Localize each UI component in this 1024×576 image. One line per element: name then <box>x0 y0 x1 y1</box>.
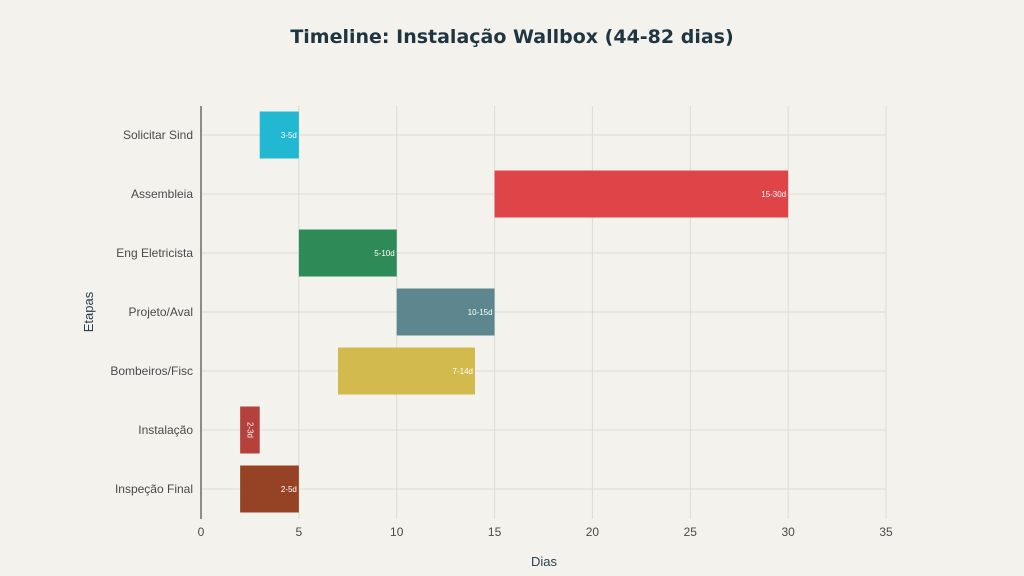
y-tick-label: Eng Eletricista <box>116 246 193 260</box>
bar-label: 7-14d <box>453 367 473 376</box>
bar <box>240 465 299 513</box>
y-tick-label: Solicitar Sind <box>123 128 193 142</box>
bar <box>396 288 495 336</box>
y-tick-labels: Solicitar Sind Assembleia Eng Eletricista P… <box>110 128 193 496</box>
y-tick-label: Bombeiros/Fisc <box>110 364 193 378</box>
bar-label: 2-3d <box>245 422 254 438</box>
x-tick-labels: 0 5 10 15 20 25 30 35 <box>198 525 893 539</box>
x-tick-label: 25 <box>684 525 698 539</box>
y-tick-label: Inspeção Final <box>115 482 193 496</box>
bar <box>240 406 260 454</box>
bar-label: 2-5d <box>281 485 297 494</box>
bars: 3-5d 15-30d 5-10d 10-15d 7-14d 2-3d 2-5d <box>240 111 789 513</box>
bar-label: 5-10d <box>374 249 394 258</box>
bar <box>298 229 397 277</box>
y-tick-label: Projeto/Aval <box>129 305 193 319</box>
bar <box>338 347 475 395</box>
bar-label: 10-15d <box>468 308 493 317</box>
bar-label: 3-5d <box>281 131 297 140</box>
y-axis-label: Etapas <box>81 291 96 332</box>
x-tick-label: 30 <box>781 525 795 539</box>
bar <box>259 111 299 159</box>
x-tick-label: 10 <box>390 525 404 539</box>
x-tick-label: 20 <box>586 525 600 539</box>
bar <box>494 170 789 218</box>
y-tick-label: Instalação <box>138 423 193 437</box>
x-tick-label: 15 <box>488 525 502 539</box>
x-tick-label: 0 <box>198 525 205 539</box>
x-axis-label: Dias <box>531 554 558 569</box>
x-tick-label: 35 <box>879 525 893 539</box>
grid <box>200 106 887 519</box>
x-tick-label: 5 <box>296 525 303 539</box>
chart-title: Timeline: Instalação Wallbox (44-82 dias… <box>290 26 733 48</box>
bar-label: 15-30d <box>761 190 786 199</box>
y-tick-label: Assembleia <box>131 187 193 201</box>
